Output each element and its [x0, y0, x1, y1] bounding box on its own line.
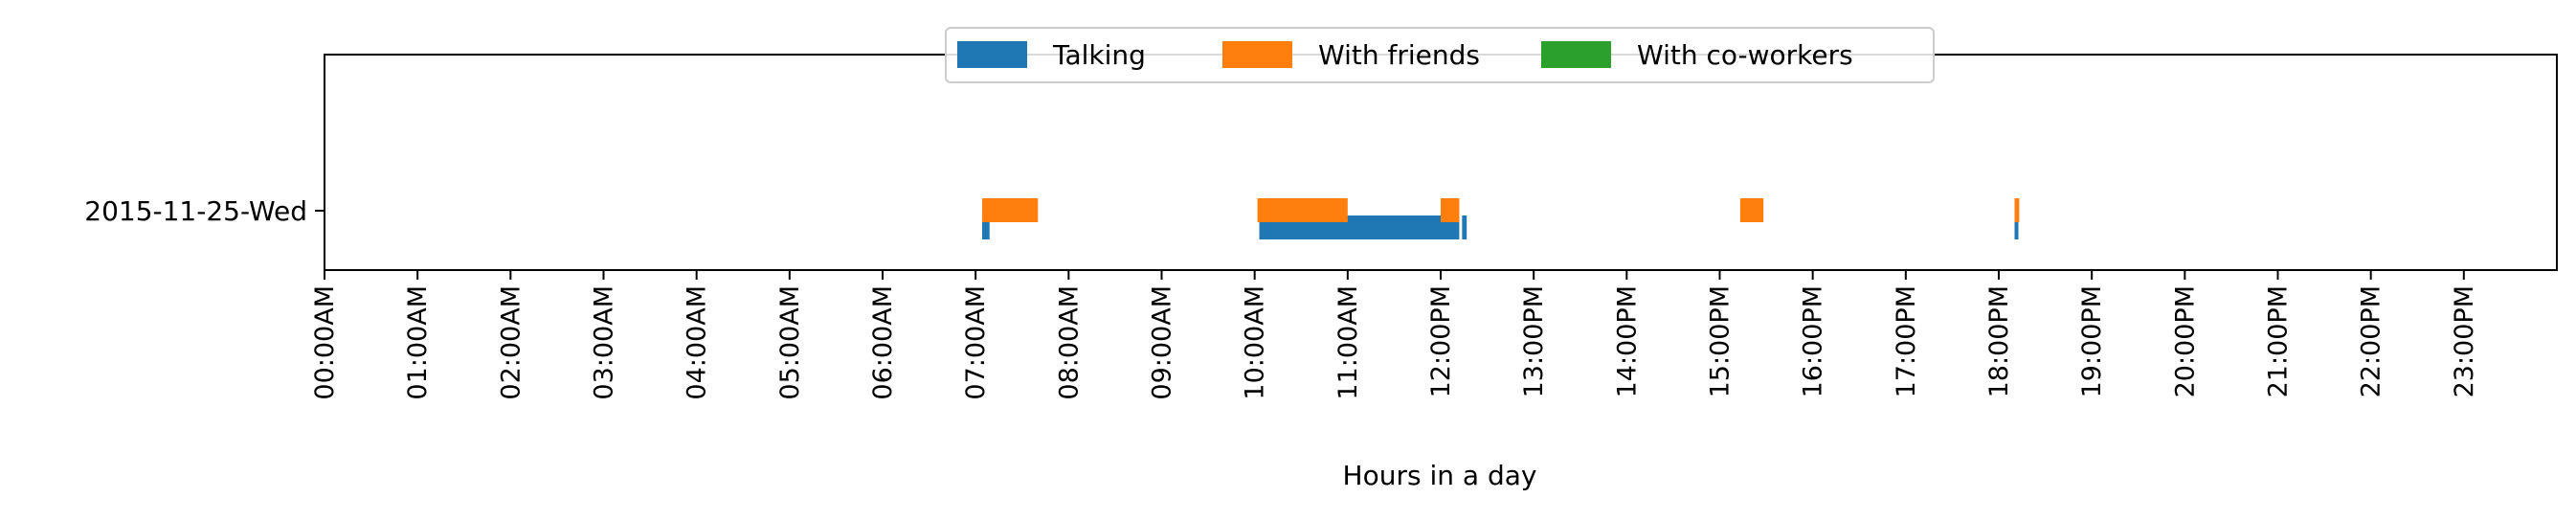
x-axis: 00:00AM 01:00AM 02:00AM 03:00AM 04:00AM 05:00…	[310, 270, 2479, 400]
x-tick-label: 02:00AM	[496, 285, 526, 400]
bar-with-friends-0	[981, 198, 1039, 222]
x-tick-label: 14:00PM	[1612, 285, 1642, 397]
x-tick-label: 21:00PM	[2264, 285, 2294, 397]
x-tick-label: 22:00PM	[2357, 285, 2386, 397]
x-tick-label: 04:00AM	[683, 285, 712, 400]
legend-box	[945, 27, 1935, 83]
bar-with-friends-1	[1257, 198, 1348, 222]
legend-label: With co-workers	[1637, 39, 1853, 71]
x-tick-label: 16:00PM	[1799, 285, 1828, 397]
legend-swatch	[1222, 41, 1292, 68]
legend-swatch	[1541, 41, 1611, 68]
bar-with-friends-2	[1441, 198, 1460, 222]
x-tick-label: 18:00PM	[1984, 285, 2014, 397]
x-tick-label: 00:00AM	[310, 285, 340, 400]
bar-with-friends-3	[1739, 198, 1764, 222]
x-tick-label: 03:00AM	[590, 285, 619, 400]
x-tick-label: 17:00PM	[1892, 285, 1921, 397]
x-tick-label: 09:00AM	[1148, 285, 1177, 400]
x-tick-label: 10:00AM	[1241, 285, 1270, 400]
y-tick-label: 2015-11-25-Wed	[84, 195, 307, 227]
bar-talking-0	[981, 215, 990, 239]
legend-label: Talking	[1052, 39, 1146, 71]
legend-label: With friends	[1318, 39, 1480, 71]
x-tick-label: 12:00PM	[1426, 285, 1456, 397]
x-tick-label: 19:00PM	[2077, 285, 2107, 397]
x-tick-label: 01:00AM	[403, 285, 433, 400]
legend: Talking With friends With co-workers	[945, 27, 1935, 83]
x-tick-label: 07:00AM	[961, 285, 991, 400]
bar-with-friends-4	[2014, 198, 2020, 222]
x-tick-label: 08:00AM	[1054, 285, 1084, 400]
x-tick-label: 11:00AM	[1333, 285, 1363, 400]
x-tick-label: 15:00PM	[1706, 285, 1736, 397]
x-tick-label: 13:00PM	[1519, 285, 1549, 397]
legend-swatch	[957, 41, 1027, 68]
bar-talking-3	[2014, 215, 2019, 239]
y-axis: 2015-11-25-Wed	[84, 195, 325, 227]
x-tick-label: 20:00PM	[2170, 285, 2200, 397]
x-tick-label: 05:00AM	[775, 285, 805, 400]
x-axis-label: Hours in a day	[1343, 460, 1537, 491]
bar-talking-2	[1462, 215, 1467, 239]
bars-layer	[981, 198, 2020, 239]
x-tick-label: 23:00PM	[2450, 285, 2479, 397]
x-tick-label: 06:00AM	[868, 285, 898, 400]
